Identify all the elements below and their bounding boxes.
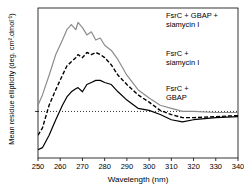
x-tick-label: 270 — [76, 162, 89, 171]
series-label-line: siamycin I — [166, 20, 199, 29]
series-label-line: siamycin I — [166, 58, 199, 67]
series-line — [38, 52, 238, 135]
x-tick — [215, 158, 216, 161]
x-tick-label: 330 — [210, 162, 223, 171]
x-tick — [82, 158, 83, 161]
x-tick — [60, 158, 61, 161]
series-label-line: GBAP — [166, 93, 187, 102]
x-tick-label: 340 — [232, 162, 244, 171]
x-tick-label: 290 — [121, 162, 134, 171]
x-tick — [171, 158, 172, 161]
x-tick — [38, 158, 39, 161]
y-tick — [35, 111, 38, 112]
series-line — [38, 22, 238, 112]
x-tick — [149, 158, 150, 161]
x-tick-label: 280 — [98, 162, 111, 171]
x-axis-label: Wavelength (nm) — [108, 175, 169, 184]
plot-frame — [38, 8, 238, 158]
series-group — [38, 22, 238, 149]
x-tick-label: 260 — [54, 162, 67, 171]
series-line — [38, 80, 238, 149]
y-axis-label: Mean residue ellipticity (deg. cm².dmol⁻… — [7, 13, 16, 144]
x-tick — [104, 158, 105, 161]
x-tick — [193, 158, 194, 161]
x-tick-label: 300 — [143, 162, 156, 171]
x-tick-label: 250 — [32, 162, 45, 171]
x-tick-label: 310 — [165, 162, 178, 171]
x-tick — [238, 158, 239, 161]
x-tick — [126, 158, 127, 161]
series-label: FsrC + GBAP +siamycin I — [166, 11, 219, 29]
series-label: FsrC +GBAP — [166, 84, 189, 102]
series-label: FsrC +siamycin I — [166, 49, 199, 67]
x-tick-label: 320 — [187, 162, 200, 171]
